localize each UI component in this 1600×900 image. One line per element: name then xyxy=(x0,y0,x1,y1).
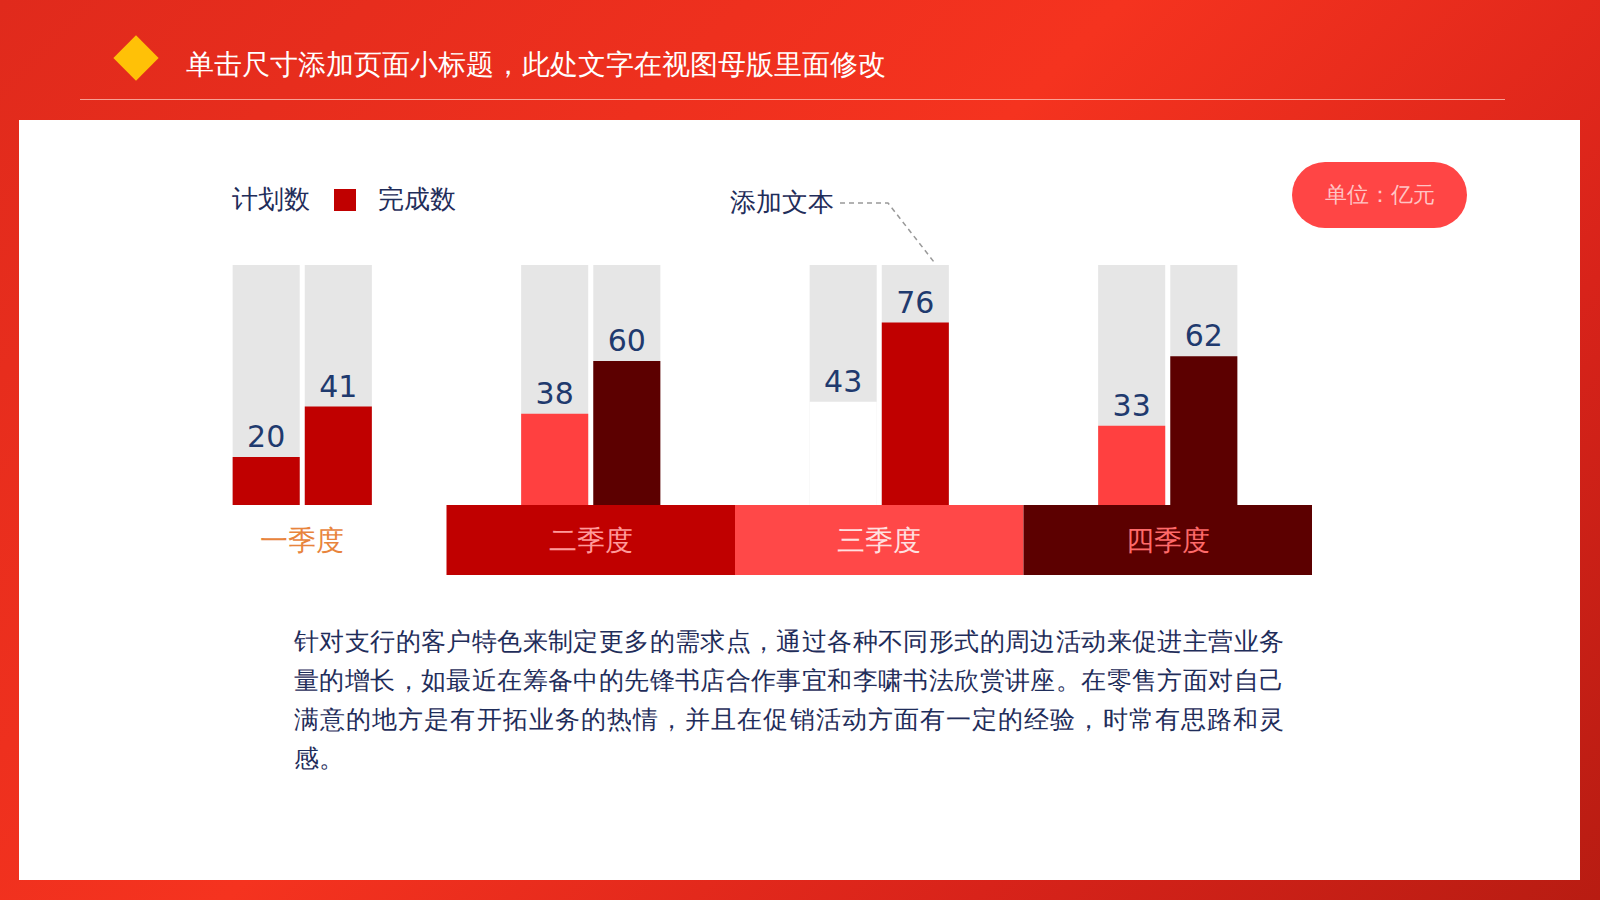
svg-text:二季度: 二季度 xyxy=(549,524,633,557)
html-text:针对支行的客户特色来制定更多的需求点，通过各种不同形式的周边: 针对支行的客户特色来制定更多的需求点，通过各种不同形式的周边活动来促进主营业务量… xyxy=(294,627,1284,773)
html-text:单位：亿元: 单位：亿元 xyxy=(1324,182,1435,207)
svg-text:33: 33 xyxy=(1113,388,1151,423)
svg-text:四季度: 四季度 xyxy=(1126,524,1210,557)
svg-text:62: 62 xyxy=(1185,318,1223,353)
svg-text:76: 76 xyxy=(896,285,934,320)
svg-text:60: 60 xyxy=(608,323,646,358)
svg-text:43: 43 xyxy=(824,364,862,399)
html-text:计划数: 计划数 xyxy=(232,184,310,214)
svg-text:38: 38 xyxy=(536,376,574,411)
svg-text:41: 41 xyxy=(319,369,357,404)
svg-text:一季度: 一季度 xyxy=(260,524,344,557)
html-text:单击尺寸添加页面小标题，此处文字在视图母版里面修改: 单击尺寸添加页面小标题，此处文字在视图母版里面修改 xyxy=(186,48,886,81)
svg-text:20: 20 xyxy=(247,419,285,454)
svg-text:三季度: 三季度 xyxy=(837,524,921,557)
html-text:添加文本: 添加文本 xyxy=(730,187,834,217)
html-text:完成数: 完成数 xyxy=(378,184,456,214)
